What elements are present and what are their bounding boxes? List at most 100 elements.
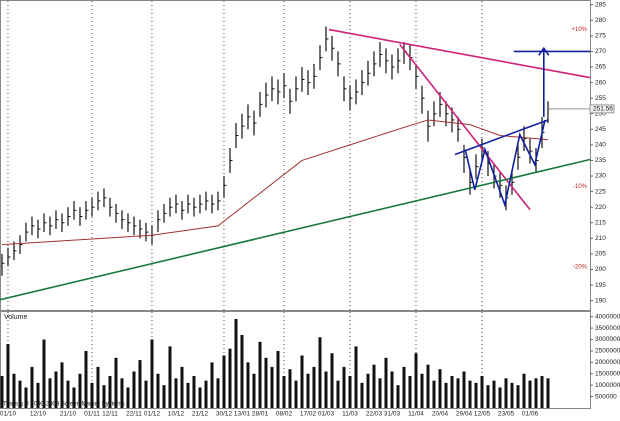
annotation: -20% xyxy=(573,264,588,270)
overlay-line xyxy=(328,28,591,79)
volume-bar xyxy=(24,387,28,408)
volume-bar xyxy=(48,378,52,408)
volume-bar xyxy=(504,378,508,408)
volume-bar xyxy=(12,373,16,408)
volume-bar xyxy=(204,380,208,408)
volume-bar xyxy=(126,387,130,408)
x-tick-label: 01/11 xyxy=(84,411,100,418)
y-tick-label: 235 xyxy=(595,157,606,164)
volume-bar xyxy=(498,387,502,408)
volume-bar xyxy=(330,353,334,408)
volume-bar xyxy=(258,341,262,408)
overlay-line xyxy=(0,158,591,301)
y-tick-label: 275 xyxy=(595,33,606,40)
volume-bar xyxy=(456,378,460,408)
footnote: Transig © 2000-2009 Screen Market System… xyxy=(3,401,125,408)
volume-bar xyxy=(516,385,520,408)
volume-bar xyxy=(534,378,538,408)
volume-bar xyxy=(468,380,472,408)
volume-bar xyxy=(180,366,184,408)
volume-bar xyxy=(354,346,358,408)
x-tick-label: 08/02 xyxy=(276,411,293,418)
volume-bar xyxy=(336,380,340,408)
volume-bar xyxy=(282,376,286,408)
arrow-head xyxy=(538,46,550,56)
y-tick-label: 280 xyxy=(595,17,606,24)
volume-bar xyxy=(120,378,124,408)
volume-bar xyxy=(270,366,274,408)
volume-bar xyxy=(294,380,298,408)
volume-bar xyxy=(486,385,490,408)
y-tick-label: 245 xyxy=(595,126,606,133)
volume-bar xyxy=(276,350,280,408)
annotation: +10% xyxy=(571,27,587,33)
x-tick-label: 01/10 xyxy=(0,411,16,418)
volume-bar xyxy=(450,376,454,408)
volume-bar xyxy=(150,339,154,408)
y-tick-label: 220 xyxy=(595,204,606,211)
volume-bar xyxy=(18,380,22,408)
volume-bar xyxy=(492,380,496,408)
volume-bar xyxy=(438,369,442,408)
volume-bar xyxy=(66,380,70,408)
overlay-line xyxy=(464,119,546,208)
x-tick-label: 21/10 xyxy=(60,411,77,418)
volume-bar xyxy=(174,378,178,408)
y-tick-label: 1500000 xyxy=(595,370,620,377)
y-tick-label: 500000 xyxy=(595,393,617,400)
x-tick-label: 20/04 xyxy=(432,411,449,418)
x-tick-label: 21/12 xyxy=(192,411,209,418)
volume-bar xyxy=(54,371,58,408)
volume-bar xyxy=(444,382,448,408)
volume-bar xyxy=(162,385,166,408)
volume-bar xyxy=(192,376,196,408)
x-tick-label: 28/01 xyxy=(252,411,269,418)
y-tick-label: 240 xyxy=(595,142,606,149)
x-tick-label: 01/12 xyxy=(144,411,161,418)
volume-bar xyxy=(246,362,250,408)
volume-bar xyxy=(378,378,382,408)
volume-bar xyxy=(234,318,238,408)
x-tick-label: 22/03 xyxy=(366,411,383,418)
volume-bar xyxy=(36,382,40,408)
x-tick-label: 30/12 xyxy=(216,411,233,418)
volume-bar xyxy=(168,346,172,408)
volume-bar xyxy=(108,376,112,408)
overlay-line xyxy=(1,119,549,246)
volume-bar xyxy=(138,360,142,408)
volume-bar xyxy=(510,382,514,408)
y-tick-label: 2500000 xyxy=(595,348,620,355)
volume-bar xyxy=(30,366,34,408)
volume-bar xyxy=(264,357,268,408)
volume-bar xyxy=(390,371,394,408)
x-tick-label: 23/05 xyxy=(498,411,515,418)
y-tick-label: 265 xyxy=(595,64,606,71)
volume-bar xyxy=(132,371,136,408)
annotation: -10% xyxy=(573,184,588,190)
volume-bar xyxy=(420,373,424,408)
y-tick-label: 200 xyxy=(595,266,606,273)
volume-bar xyxy=(474,382,478,408)
y-tick-label: 225 xyxy=(595,188,606,195)
x-tick-label: 17/02 xyxy=(300,411,317,418)
x-tick-label: 31/03 xyxy=(384,411,401,418)
volume-bar xyxy=(360,382,364,408)
y-tick-label: 210 xyxy=(595,235,606,242)
y-tick-label: 250 xyxy=(595,110,606,117)
volume-bar xyxy=(402,366,406,408)
volume-bar xyxy=(198,387,202,408)
volume-bar xyxy=(186,382,190,408)
x-tick-label: 10/12 xyxy=(168,411,185,418)
volume-bar xyxy=(114,357,118,408)
volume-bar xyxy=(0,376,4,408)
volume-bar xyxy=(384,357,388,408)
x-tick-label: 13/01 xyxy=(234,411,251,418)
overlay-line xyxy=(399,44,531,211)
overlay-line xyxy=(454,119,549,156)
volume-bar xyxy=(306,373,310,408)
y-tick-label: 215 xyxy=(595,219,606,226)
volume-bar xyxy=(216,378,220,408)
volume-bar xyxy=(222,355,226,408)
volume-bar xyxy=(312,366,316,408)
